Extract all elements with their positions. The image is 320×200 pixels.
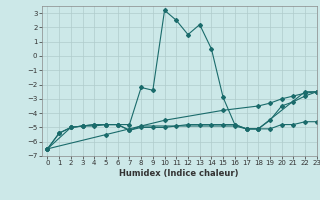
X-axis label: Humidex (Indice chaleur): Humidex (Indice chaleur) bbox=[119, 169, 239, 178]
